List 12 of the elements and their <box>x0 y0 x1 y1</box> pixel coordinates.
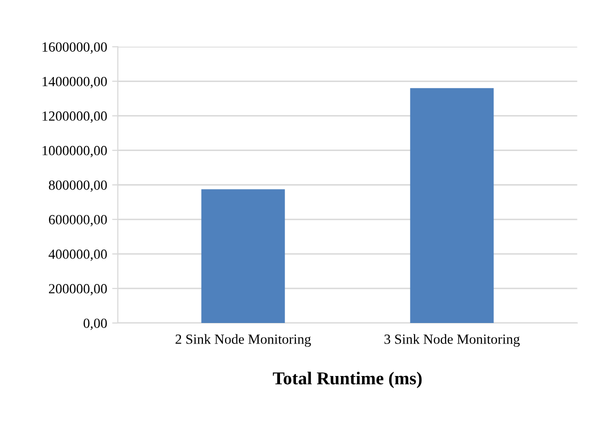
y-tick-label: 200000,00 <box>48 284 107 296</box>
y-tick-label: 0,00 <box>84 318 107 330</box>
y-tick-label: 1000000,00 <box>42 146 107 158</box>
y-tick-label: 1600000,00 <box>42 42 107 54</box>
y-tick-label: 1400000,00 <box>42 76 107 88</box>
y-tick-label: 1200000,00 <box>42 111 107 123</box>
x-tick-label: 3 Sink Node Monitoring <box>384 334 520 347</box>
y-tick-label: 400000,00 <box>48 250 107 261</box>
y-tick-label: 800000,00 <box>48 180 107 192</box>
x-tick-label: 2 Sink Node Monitoring <box>176 334 311 347</box>
y-tick-label: 600000,00 <box>48 214 107 226</box>
x-axis-title: Total Runtime (ms) <box>272 372 422 388</box>
